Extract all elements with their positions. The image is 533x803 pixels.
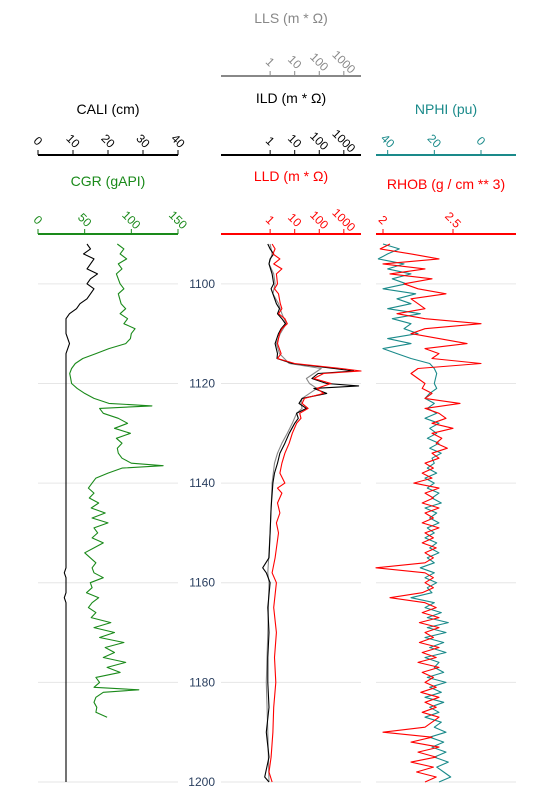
cali-curve (64, 244, 97, 782)
ild-tick-label: 100 (307, 129, 331, 153)
lld-tick-label: 1 (263, 213, 278, 228)
lls-tick-label: 10 (285, 52, 305, 72)
cgr-tick-label: 150 (166, 208, 190, 232)
lld-tick-label: 100 (307, 208, 331, 232)
rhob-tick-label: 2 (376, 213, 391, 228)
rhob-tick-label: 2.5 (442, 209, 464, 231)
ild-tick-label: 1 (263, 134, 278, 149)
depth-tick-label-1180: 1180 (189, 675, 215, 689)
ild-tick-label: 10 (285, 131, 305, 151)
cali-tick-label: 20 (98, 131, 118, 151)
cgr-axis-title: CGR (gAPI) (71, 173, 146, 189)
cali-tick-label: 40 (168, 131, 188, 151)
nphi-tick-label: 0 (474, 134, 489, 149)
cali-axis: CALI (cm) 0 10 20 30 40 (31, 101, 188, 155)
nphi-axis-title: NPHI (pu) (415, 101, 477, 117)
lld-axis-title: LLD (m * Ω) (254, 168, 328, 184)
ild-curve (263, 244, 359, 782)
depth-axis: 1100 1120 1140 1160 1180 1200 (188, 277, 215, 789)
track-3: NPHI (pu) 40 20 0 RHOB (g / cm ** 3) 2 2.5 (376, 101, 516, 782)
lld-tick-label: 10 (285, 210, 305, 230)
nphi-tick-label: 20 (425, 131, 445, 151)
rhob-curve (376, 244, 481, 782)
depth-tick-label-1160: 1160 (189, 576, 215, 590)
lls-axis-title: LLS (m * Ω) (254, 10, 327, 26)
cali-tick-label: 30 (133, 131, 153, 151)
track-1: CALI (cm) 0 10 20 30 40 CGR (gAPI) 0 50 100 150 (31, 101, 191, 782)
cali-tick-label: 0 (31, 134, 46, 149)
cgr-curve (70, 244, 163, 717)
depth-tick-label-1140: 1140 (189, 476, 215, 490)
cali-axis-title: CALI (cm) (77, 101, 140, 117)
nphi-curve (378, 244, 450, 782)
cgr-tick-label: 100 (119, 208, 143, 232)
nphi-axis: NPHI (pu) 40 20 0 (376, 101, 516, 155)
depth-tick-label-1120: 1120 (189, 376, 215, 390)
cgr-tick-label: 50 (75, 210, 95, 230)
lld-curve (269, 244, 361, 782)
rhob-axis: RHOB (g / cm ** 3) 2 2.5 (376, 176, 516, 234)
nphi-tick-label: 40 (378, 131, 398, 151)
lls-tick-label: 100 (307, 50, 331, 74)
rhob-axis-title: RHOB (g / cm ** 3) (387, 176, 505, 192)
cali-tick-label: 10 (63, 131, 83, 151)
depth-tick-label-1200: 1200 (188, 775, 215, 789)
depth-tick-label-1100: 1100 (189, 277, 215, 291)
ild-axis-title: ILD (m * Ω) (256, 90, 326, 106)
cgr-tick-label: 0 (31, 213, 46, 228)
cgr-axis: CGR (gAPI) 0 50 100 150 (31, 173, 191, 234)
lls-tick-label: 1 (263, 55, 278, 70)
